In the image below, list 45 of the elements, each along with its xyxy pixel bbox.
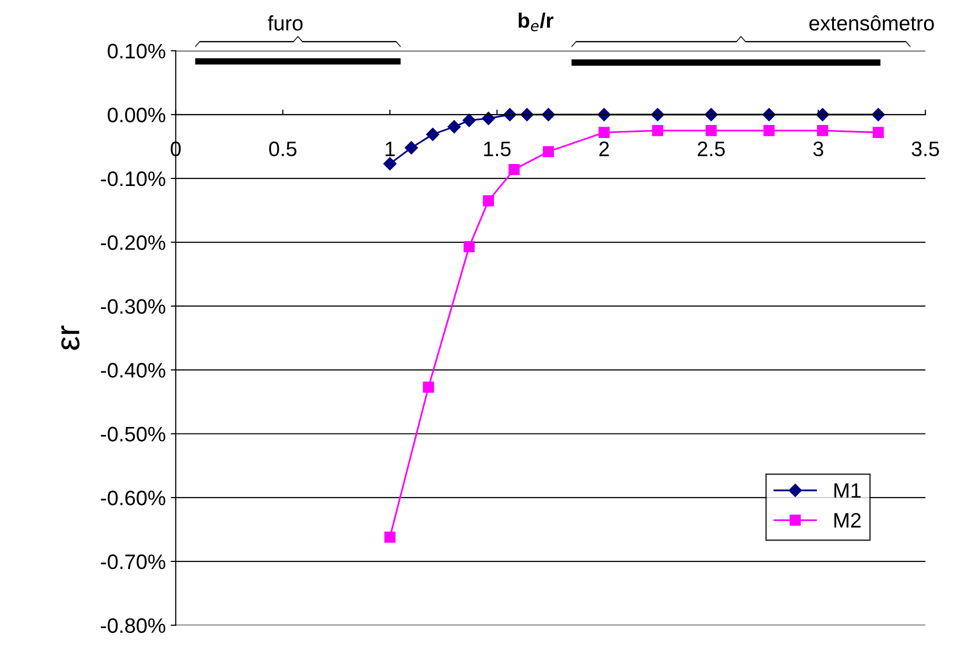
point bbox=[482, 195, 494, 206]
y-tick-label: -0.10% bbox=[100, 171, 166, 186]
point bbox=[872, 126, 884, 138]
point bbox=[383, 157, 396, 170]
y-tick-label: -0.20% bbox=[100, 235, 166, 250]
point bbox=[462, 114, 476, 127]
y-tick-label: -0.30% bbox=[100, 299, 166, 314]
y-tick-label: -0.70% bbox=[100, 554, 166, 570]
x-tick-label: 2 bbox=[599, 142, 609, 156]
x-tick-label: 2.5 bbox=[698, 142, 725, 156]
point bbox=[763, 125, 775, 136]
x-axis-title: b$_{e}$/r bbox=[518, 12, 554, 32]
x-tick-label: 3 bbox=[813, 142, 824, 156]
x-tick-label: 1 bbox=[386, 142, 395, 156]
point bbox=[598, 126, 610, 138]
point bbox=[426, 128, 440, 141]
point bbox=[652, 125, 664, 136]
text: furo bbox=[268, 15, 303, 31]
y-tick-label: -0.60% bbox=[100, 490, 166, 506]
point bbox=[704, 108, 718, 122]
y-tick-label: -0.80% bbox=[100, 618, 166, 633]
x-tick-label: 0.5 bbox=[269, 142, 296, 156]
legend-label: M1 bbox=[834, 483, 861, 498]
y-axis-title: εr bbox=[61, 326, 80, 350]
point bbox=[816, 108, 830, 122]
x-tick-label: 1.5 bbox=[484, 142, 511, 156]
point bbox=[542, 146, 554, 158]
y-tick-label: 0.00% bbox=[108, 108, 166, 122]
point bbox=[404, 141, 418, 154]
point bbox=[872, 108, 885, 122]
legend-label: M2 bbox=[834, 512, 861, 528]
x-tick-label: 3.5 bbox=[912, 142, 940, 156]
point bbox=[422, 382, 434, 393]
y-tick-label: -0.50% bbox=[100, 426, 166, 442]
y-tick-label: 0.10% bbox=[108, 44, 166, 59]
point bbox=[706, 125, 717, 136]
point bbox=[384, 532, 396, 543]
y-tick-label: -0.40% bbox=[100, 362, 166, 378]
point bbox=[598, 108, 611, 122]
point bbox=[464, 241, 475, 252]
point bbox=[482, 112, 496, 126]
text: extensômetro bbox=[809, 15, 934, 31]
point bbox=[448, 120, 461, 134]
point bbox=[817, 125, 828, 136]
point bbox=[508, 164, 520, 176]
